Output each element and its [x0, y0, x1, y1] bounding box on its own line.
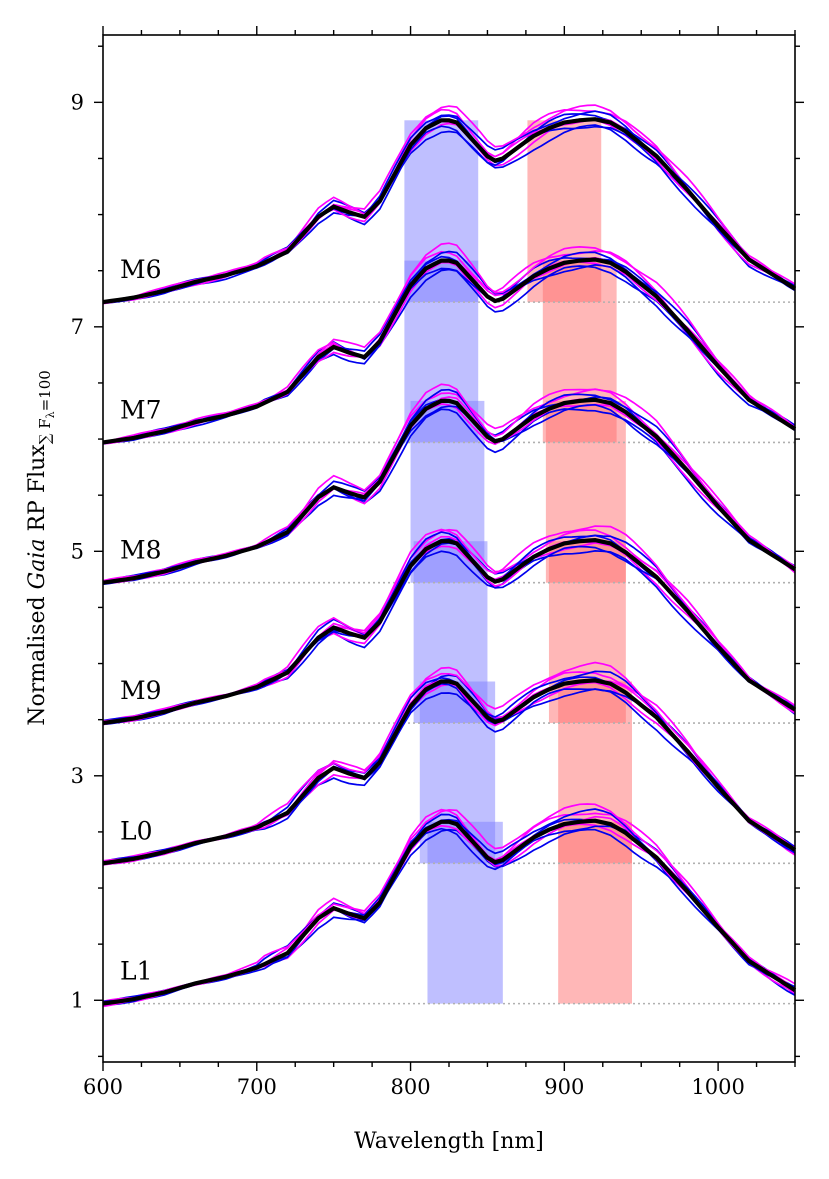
y-tick-label-1: 1 — [71, 988, 84, 1012]
x-tick-label-600: 600 — [83, 1075, 123, 1099]
x-tick-label-1000: 1000 — [691, 1075, 744, 1099]
y-tick-label-9: 9 — [71, 90, 84, 114]
type-label-m9: M9 — [120, 676, 162, 705]
type-label-m7: M7 — [120, 395, 162, 424]
median-m9 — [102, 537, 797, 726]
spectral-type-labels: M6 M7 M8 M9 L0 L1 — [120, 255, 162, 986]
median-l1 — [102, 818, 797, 1006]
y-tick-label-5: 5 — [71, 539, 84, 563]
x-tick-label-800: 800 — [391, 1075, 431, 1099]
type-label-m8: M8 — [120, 536, 162, 565]
median-m8 — [102, 397, 797, 585]
type-label-l0: L0 — [120, 816, 153, 845]
type-label-l1: L1 — [120, 957, 153, 986]
blue-band-l1 — [427, 821, 503, 1004]
spectrum-curves — [102, 104, 797, 1008]
x-axis-label: Wavelength [nm] — [354, 1129, 544, 1154]
spectrum-m8-8 — [102, 383, 796, 582]
axis-ticks — [94, 26, 804, 1071]
axis-tick-labels: 600 700 800 900 1000 1 3 5 7 9 — [71, 90, 745, 1099]
median-m6 — [102, 117, 797, 305]
y-axis-label: Normalised Gaia RP Flux∑ Fλ=100 — [25, 370, 57, 726]
y-tick-label-7: 7 — [71, 315, 84, 339]
y-tick-label-3: 3 — [71, 764, 84, 788]
x-tick-label-700: 700 — [237, 1075, 277, 1099]
x-tick-label-900: 900 — [544, 1075, 584, 1099]
median-l0 — [102, 678, 797, 866]
baselines — [103, 301, 795, 1005]
type-label-m6: M6 — [120, 255, 162, 284]
red-band-l1 — [558, 821, 632, 1004]
median-m7 — [102, 257, 797, 445]
